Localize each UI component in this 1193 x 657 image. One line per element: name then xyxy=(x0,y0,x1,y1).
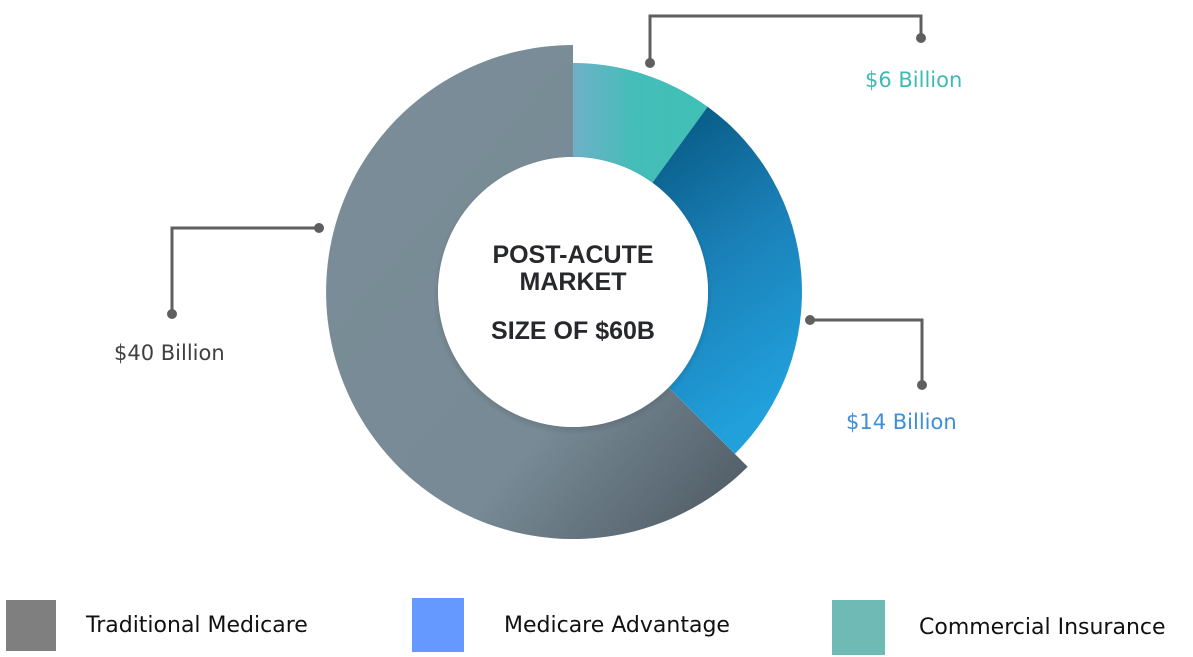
center-line-1: POST-ACUTE xyxy=(492,240,654,269)
label-commercial-value: $6 Billion xyxy=(865,68,963,92)
leader-line-commercial xyxy=(648,14,923,63)
legend-item-medicare-advantage[interactable]: Medicare Advantage xyxy=(412,598,730,652)
legend-swatch-gray xyxy=(6,600,56,651)
center-title: POST-ACUTE MARKET SIZE OF $60B xyxy=(438,158,708,428)
legend-swatch-blue xyxy=(412,598,464,652)
legend-item-commercial-insurance[interactable]: Commercial Insurance xyxy=(832,600,1166,655)
label-advantage-value: $14 Billion xyxy=(846,410,957,434)
label-traditional-value: $40 Billion xyxy=(114,341,225,365)
leader-dots xyxy=(167,33,927,390)
donut-hole xyxy=(438,157,708,427)
leader-line-traditional xyxy=(170,226,319,314)
leader-line-advantage xyxy=(810,318,924,385)
legend: Traditional Medicare Medicare Advantage … xyxy=(0,596,1193,657)
legend-item-traditional-medicare[interactable]: Traditional Medicare xyxy=(6,600,308,651)
leader-lines xyxy=(170,14,924,385)
center-line-2: MARKET xyxy=(519,267,627,296)
legend-label: Traditional Medicare xyxy=(86,613,308,638)
segment-commercial-insurance[interactable] xyxy=(573,62,708,183)
legend-swatch-teal xyxy=(832,600,885,655)
legend-label: Medicare Advantage xyxy=(504,612,730,638)
center-line-3: SIZE OF $60B xyxy=(491,316,655,345)
legend-label: Commercial Insurance xyxy=(919,615,1166,640)
